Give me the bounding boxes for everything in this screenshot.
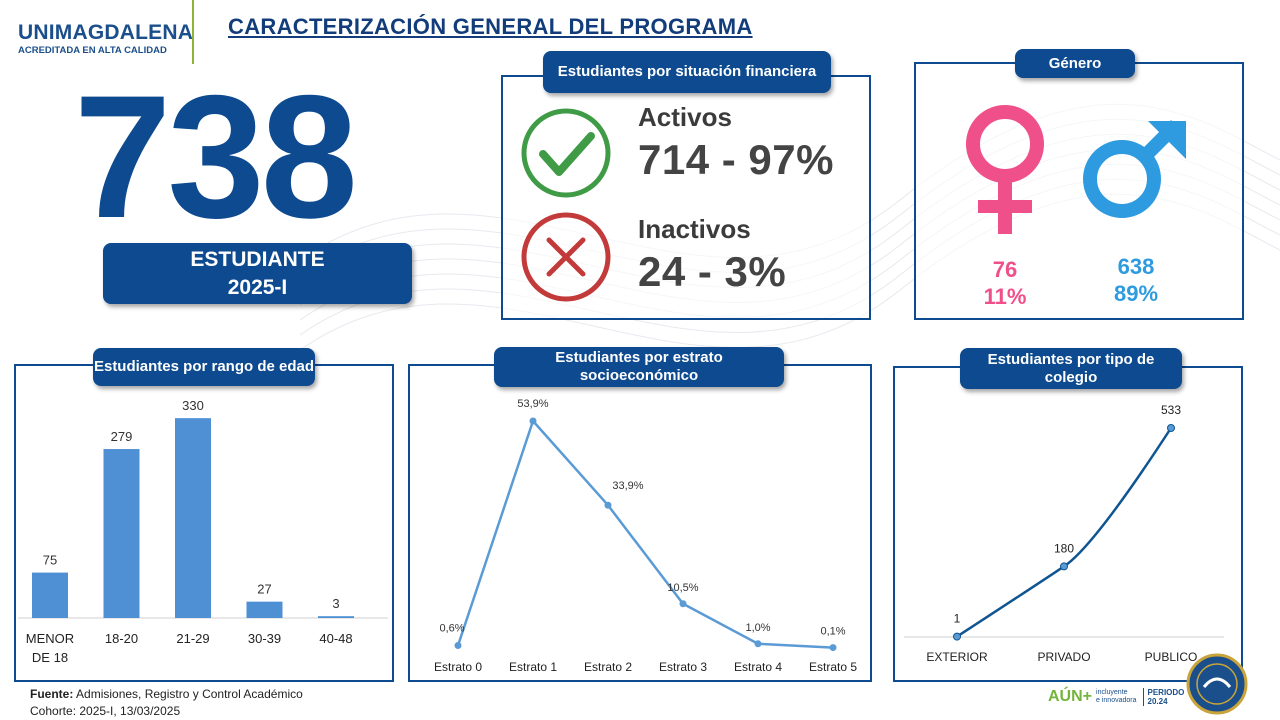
stratum-category-label: Estrato 3 (659, 660, 707, 674)
stratum-point (604, 501, 612, 509)
female-stats: 76 11% (965, 256, 1045, 310)
logo-sub-text: ACREDITADA EN ALTA CALIDAD (18, 45, 167, 56)
male-count: 638 (1117, 254, 1155, 279)
age-category-label: 18-20 (105, 631, 138, 646)
male-stats: 638 89% (1096, 253, 1176, 307)
aun-sub-line2: e innovadora (1096, 697, 1137, 704)
school-category-label: PUBLICO (1145, 650, 1198, 664)
total-students-number: 738 (74, 60, 358, 255)
female-count: 76 (992, 257, 1018, 282)
stratum-category-label: Estrato 4 (734, 660, 782, 674)
inactive-value: 24 - 3% (638, 248, 787, 295)
age-bar (318, 616, 354, 618)
school-point (953, 632, 961, 641)
age-category-label: DE 18 (32, 650, 68, 665)
period-year: 20.24 (1147, 697, 1168, 706)
stratum-data-label: 1,0% (745, 622, 770, 634)
school-point (1167, 424, 1175, 432)
stratum-data-label: 10,5% (667, 582, 698, 594)
school-line-chart: 1 EXTERIOR 180 PRIVADO 533 PUBLICO (904, 403, 1224, 664)
stratum-data-label: 33,9% (612, 480, 643, 492)
cohort-text: Cohorte: 2025-I, 13/03/2025 (30, 704, 181, 718)
anniversary-seal-icon (1186, 653, 1248, 715)
age-bar-label: 75 (43, 553, 57, 568)
stratum-point (754, 640, 762, 648)
gender-panel (914, 62, 1244, 320)
age-chart-title: Estudiantes por rango de edad (93, 348, 315, 386)
stratum-point (679, 600, 687, 608)
school-category-label: EXTERIOR (926, 650, 988, 664)
total-students-label: ESTUDIANTE 2025-I (103, 243, 412, 304)
school-data-label: 1 (954, 612, 961, 626)
stratum-point (529, 417, 537, 425)
school-category-label: PRIVADO (1037, 650, 1090, 664)
stratum-category-label: Estrato 2 (584, 660, 632, 674)
male-percent: 89% (1113, 281, 1159, 306)
school-chart-panel (893, 366, 1243, 682)
age-bar (32, 572, 68, 618)
stratum-line-chart: 0,6% Estrato 0 53,9% Estrato 1 33,9% Estrato … (434, 398, 857, 674)
stratum-series-line (456, 419, 834, 649)
aun-branding: AÚN+ incluyente e innovadora PERIODO 20.… (1048, 688, 1184, 706)
period-text: PERIODO 20.24 (1142, 688, 1185, 706)
x-circle-icon (521, 212, 611, 302)
active-value: 714 - 97% (638, 136, 834, 183)
stratum-data-label: 0,6% (439, 622, 464, 634)
age-bar (246, 601, 283, 618)
gender-panel-title: Género (1015, 49, 1135, 78)
aun-sub-text: incluyente e innovadora (1096, 689, 1136, 705)
female-percent: 11% (983, 284, 1027, 309)
school-series-line (956, 427, 1173, 638)
stratum-category-label: Estrato 0 (434, 660, 482, 674)
university-logo: UNIMAGDALENA ACREDITADA EN ALTA CALIDAD (18, 22, 193, 57)
stratum-point (829, 644, 837, 652)
period-label: PERIODO (1147, 688, 1185, 697)
age-bar-label: 330 (182, 398, 204, 413)
age-category-label: 40-48 (319, 631, 352, 646)
stratum-data-label: 53,9% (517, 398, 548, 410)
school-point (1060, 562, 1068, 571)
source-label: Fuente: (30, 687, 74, 701)
age-category-label: MENOR (26, 631, 74, 646)
male-symbol-icon (1083, 120, 1186, 218)
stratum-category-label: Estrato 5 (809, 660, 857, 674)
page-title: CARACTERIZACIÓN GENERAL DEL PROGRAMA (228, 14, 753, 39)
school-data-label: 180 (1054, 541, 1074, 555)
financial-panel-title: Estudiantes por situación financiera (543, 51, 831, 93)
footer-source: Fuente: Admisiones, Registro y Control A… (30, 686, 303, 720)
total-label-line1: ESTUDIANTE (190, 247, 325, 271)
logo-main-text: UNIMAGDALENA (18, 21, 194, 44)
check-circle-icon (521, 108, 611, 198)
aun-sub-line1: incluyente (1096, 689, 1128, 696)
total-label-line2: 2025-I (227, 275, 288, 299)
active-label: Activos (638, 102, 732, 132)
stratum-chart-title: Estudiantes por estrato socioeconómico (494, 347, 784, 387)
female-symbol-icon (966, 105, 1044, 234)
age-bar-label: 3 (332, 596, 339, 611)
stratum-point (454, 641, 462, 649)
inactive-label: Inactivos (638, 214, 751, 244)
age-bar (175, 418, 211, 618)
age-bar-chart: 75 MENOR DE 18 279 18-20 330 21-29 27 30-39 3 40-4… (18, 398, 388, 665)
school-data-label: 533 (1161, 403, 1181, 417)
aun-main-text: AÚN+ (1048, 688, 1093, 705)
school-chart-title: Estudiantes por tipo de colegio (960, 348, 1182, 389)
source-text: Admisiones, Registro y Control Académico (73, 687, 303, 701)
age-bar-label: 27 (257, 582, 271, 597)
age-bar (103, 449, 140, 618)
stratum-data-label: 0,1% (820, 626, 845, 638)
age-category-label: 21-29 (176, 631, 209, 646)
age-category-label: 30-39 (248, 631, 281, 646)
header-divider (192, 0, 194, 64)
stratum-category-label: Estrato 1 (509, 660, 557, 674)
stratum-chart-panel (408, 364, 872, 682)
age-bar-label: 279 (111, 429, 133, 444)
